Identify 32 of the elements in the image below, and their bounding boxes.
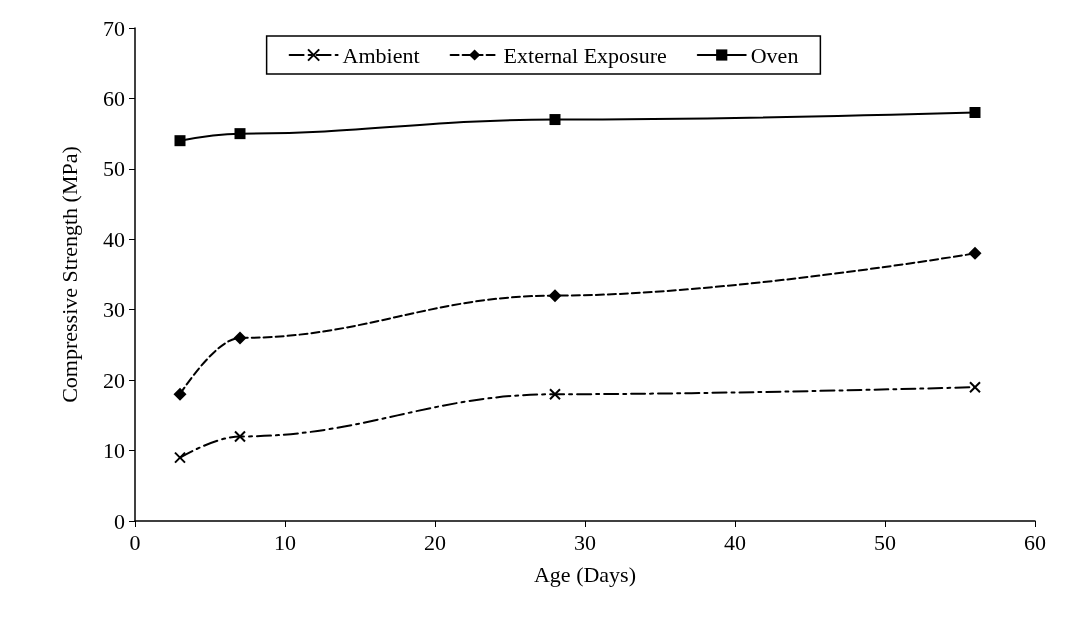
point xyxy=(968,246,982,260)
legend-label: External Exposure xyxy=(503,42,667,68)
point xyxy=(234,128,246,140)
x-tick-label: 40 xyxy=(724,529,746,555)
x-tick-label: 50 xyxy=(874,529,896,555)
legend-label: Oven xyxy=(750,42,799,68)
y-tick-label: 10 xyxy=(103,438,125,464)
point xyxy=(969,107,981,119)
x-tick-label: 10 xyxy=(274,529,296,555)
y-axis-title: Compressive Strength (MPa) xyxy=(56,146,82,403)
point xyxy=(174,451,186,464)
y-tick-label: 60 xyxy=(103,85,125,111)
point xyxy=(549,114,561,126)
x-tick-label: 0 xyxy=(129,529,141,555)
y-tick-label: 50 xyxy=(103,156,125,182)
point xyxy=(174,135,186,147)
y-tick-label: 0 xyxy=(114,508,125,534)
x-tick-label: 20 xyxy=(424,529,446,555)
point xyxy=(173,387,187,401)
point xyxy=(549,388,561,401)
x-tick-label: 30 xyxy=(574,529,596,555)
point xyxy=(548,289,562,303)
legend-label: Ambient xyxy=(342,42,420,68)
point xyxy=(234,430,246,443)
y-tick-label: 70 xyxy=(103,15,125,41)
y-tick-label: 40 xyxy=(103,226,125,252)
point xyxy=(969,381,981,394)
x-tick-label: 60 xyxy=(1024,529,1046,555)
point xyxy=(233,331,247,345)
x-axis-title: Age (Days) xyxy=(533,561,637,587)
y-tick-label: 20 xyxy=(103,367,125,393)
y-tick-label: 30 xyxy=(103,297,125,323)
